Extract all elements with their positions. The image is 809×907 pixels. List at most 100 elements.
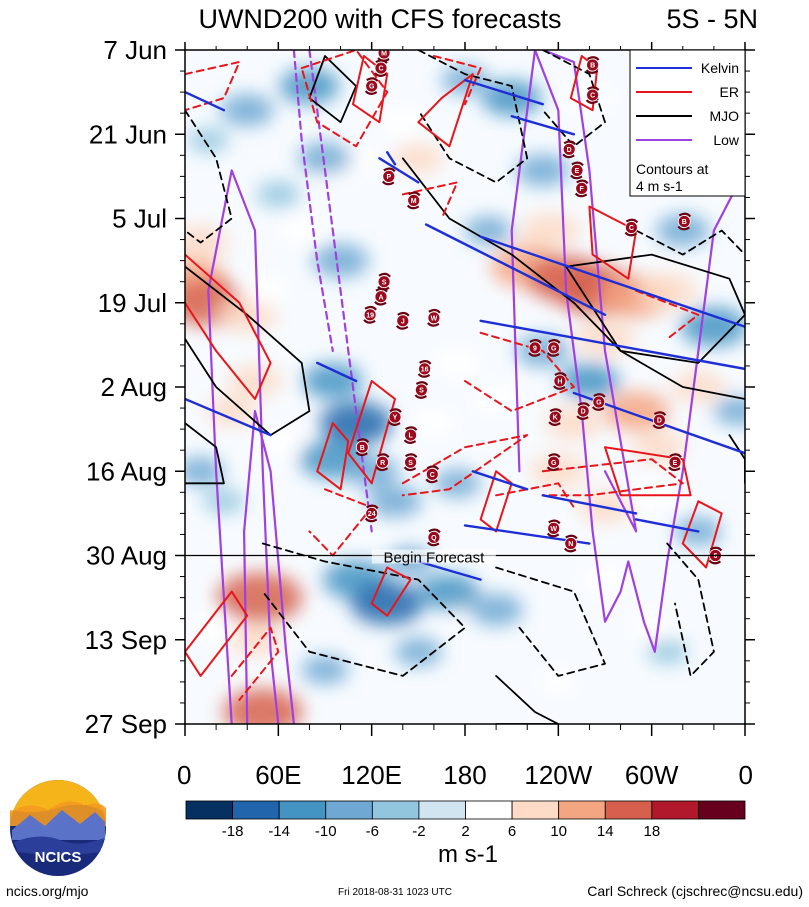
er-contour-dashed-10	[635, 289, 700, 340]
er-contour-1	[417, 73, 474, 148]
storm-marker-16: W	[427, 308, 441, 327]
storm-marker-dot	[427, 531, 441, 544]
storm-marker-layer: M G C B C D E F C B P M S A 19 J W 16 S Y L B R S C G 9 H K D G D E G 24 Q W…	[355, 50, 723, 565]
storm-marker-label: C	[430, 472, 435, 479]
er-contour-dashed-6	[541, 458, 684, 497]
storm-marker-6: E	[570, 161, 584, 180]
storm-marker-dot	[547, 341, 561, 355]
storm-marker-dot	[528, 341, 542, 355]
er-contour-dashed-4	[464, 331, 575, 413]
storm-marker-label: G	[369, 84, 375, 91]
colorbar-tick-label: 2	[461, 823, 469, 840]
er-contour-9	[185, 590, 249, 677]
storm-marker-27: H	[553, 372, 567, 390]
storm-marker-label: M	[381, 51, 387, 58]
storm-marker-dot	[382, 169, 396, 183]
storm-marker-label: 9	[533, 346, 537, 353]
region-label: 5S - 5N	[666, 4, 758, 34]
storm-marker-dot	[548, 410, 562, 424]
storm-marker-arm	[562, 140, 577, 159]
legend-box	[629, 49, 746, 197]
anomaly-patch-32	[393, 143, 444, 174]
y-tick-label: 21 Jun	[89, 119, 167, 149]
mjo-contour-3	[401, 157, 745, 400]
site-url[interactable]: ncics.org/mjo	[6, 883, 89, 899]
colorbar-tick-label: 10	[550, 823, 567, 840]
kelvin-contour-13	[634, 518, 700, 533]
storm-marker-label: F	[580, 186, 585, 193]
er-contour-dashed-8	[230, 626, 280, 701]
storm-marker-dot	[374, 290, 388, 304]
storm-marker-arm	[427, 308, 441, 327]
x-tick-label: 120E	[341, 760, 402, 790]
storm-marker-arm	[395, 311, 410, 330]
storm-marker-arm	[677, 212, 692, 231]
storm-marker-dot	[365, 79, 379, 93]
legend-label-kelvin: Kelvin	[701, 60, 739, 76]
logo-waves	[14, 836, 104, 855]
storm-marker-arm	[375, 453, 390, 472]
storm-marker-dot	[407, 193, 421, 207]
storm-marker-dot	[547, 522, 561, 535]
timestamp: Fri 2018-08-31 1023 UTC	[338, 887, 452, 898]
x-tick-label: 0	[177, 760, 191, 790]
storm-marker-dot	[404, 455, 418, 469]
storm-marker-arm	[576, 402, 591, 420]
storm-marker-dot	[575, 181, 589, 195]
storm-marker-label: E	[575, 168, 580, 175]
anomaly-patch-9	[228, 623, 282, 656]
storm-marker-label: S	[382, 279, 387, 286]
colorbar-tick-label: 14	[597, 823, 614, 840]
colorbar-swatch-10	[651, 800, 699, 820]
storm-marker-label: G	[596, 400, 602, 407]
storm-marker-dot	[374, 61, 388, 75]
er-contour-11	[479, 470, 513, 533]
storm-marker-dot	[377, 275, 391, 289]
kelvin-contour-3	[378, 157, 420, 184]
er-contour-6	[316, 422, 350, 491]
storm-marker-14: 19	[363, 305, 377, 324]
y-tick-label: 19 Jul	[98, 288, 167, 318]
colorbar-tick-label: -18	[222, 823, 244, 840]
storm-marker-label: D	[657, 418, 662, 425]
storm-marker-label: Q	[431, 535, 437, 542]
storm-marker-13: A	[374, 287, 388, 306]
storm-marker-arm	[427, 528, 441, 547]
kelvin-contour-8	[185, 397, 272, 437]
storm-marker-arm	[585, 56, 600, 74]
mjo-contour-1	[185, 265, 311, 436]
storm-marker-4: C	[585, 86, 600, 104]
storm-marker-32: E	[668, 453, 682, 472]
storm-marker-dot	[668, 455, 682, 469]
anomaly-patch-61	[655, 214, 710, 247]
colorbar-swatch-1	[232, 800, 280, 820]
storm-marker-label: P	[386, 174, 391, 181]
x-axis: 0 60E 120E 180 120W 60W 0	[177, 42, 753, 790]
mjo-contour-dashed-6	[666, 542, 715, 677]
storm-marker-label: E	[673, 460, 678, 467]
storm-marker-arm	[355, 438, 370, 457]
storm-marker-label: G	[551, 460, 557, 467]
x-tick-label: 60W	[625, 760, 679, 790]
mjo-contour-dashed-1	[417, 50, 529, 184]
storm-marker-dot	[625, 221, 638, 234]
colorbar-swatch-8	[558, 800, 606, 820]
storm-marker-12: S	[377, 272, 391, 291]
storm-marker-label: L	[408, 433, 413, 440]
anomaly-patch-42	[312, 243, 369, 278]
storm-marker-dot	[376, 455, 390, 469]
colorbar-tick-label: 18	[643, 823, 660, 840]
storm-marker-arm	[668, 453, 682, 472]
storm-marker-26: 9	[528, 339, 542, 357]
storm-marker-arm	[406, 191, 421, 210]
kelvin-contour-14	[417, 560, 482, 581]
x-tick-label: 120W	[524, 760, 592, 790]
anomaly-patch-63	[713, 396, 745, 426]
author-credit: Carl Schreck (cjschrec@ncsu.edu)	[587, 883, 803, 899]
anomaly-patch-33	[379, 107, 427, 137]
storm-marker-15: J	[395, 311, 410, 330]
storm-marker-label: J	[401, 318, 405, 325]
y-axis: 7 Jun 21 Jun 5 Jul 19 Jul 2 Aug 16 Aug 30 Aug 1…	[85, 35, 755, 739]
storm-marker-dot	[363, 308, 377, 322]
storm-marker-label: N	[568, 541, 573, 548]
